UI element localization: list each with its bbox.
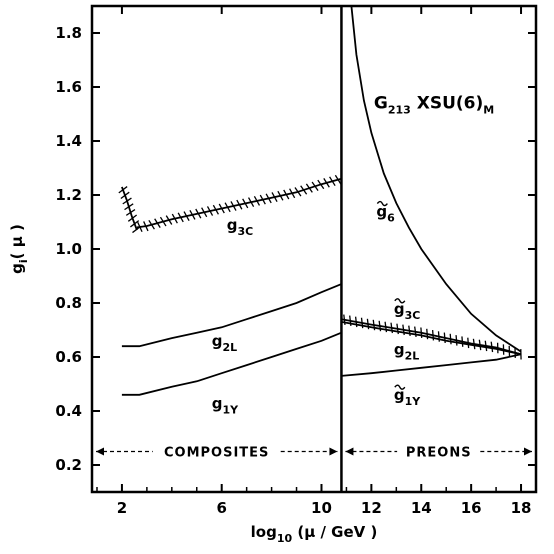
hatch-mark bbox=[289, 188, 296, 199]
hatch-mark bbox=[449, 333, 452, 345]
x-tick-label: 12 bbox=[361, 499, 382, 517]
hatch-mark bbox=[311, 181, 319, 191]
x-tick-label: 10 bbox=[311, 499, 332, 517]
hatch-mark bbox=[159, 216, 167, 227]
hatch-mark bbox=[305, 183, 313, 193]
x-tick-label: 18 bbox=[511, 499, 532, 517]
hatch-mark bbox=[124, 203, 134, 211]
curve-label-g1y: g1Y bbox=[212, 394, 239, 416]
hatch-mark bbox=[259, 194, 266, 205]
hatch-mark bbox=[177, 212, 184, 223]
y-tick-label: 1.4 bbox=[55, 132, 82, 150]
hatch-mark bbox=[323, 178, 330, 188]
hatch-mark bbox=[277, 190, 284, 201]
y-axis-title: gi( μ ) bbox=[8, 224, 30, 274]
x-axis-title: log10 (μ / GeV ) bbox=[251, 523, 378, 545]
hatch-mark bbox=[461, 336, 464, 347]
curve-label-g1y-tilde: g1Y bbox=[394, 386, 421, 408]
tilde-mark bbox=[376, 200, 388, 207]
hatch-mark bbox=[467, 337, 470, 349]
curve-label-g6-tilde: g6 bbox=[376, 203, 395, 225]
hatch-mark bbox=[329, 176, 336, 187]
hatch-mark bbox=[472, 338, 476, 350]
curves bbox=[118, 5, 522, 396]
y-tick-label: 0.8 bbox=[55, 294, 82, 312]
hatch-mark bbox=[132, 225, 142, 234]
hatch-mark bbox=[183, 211, 190, 221]
hatch-mark bbox=[165, 215, 173, 225]
y-tick-label: 0.4 bbox=[55, 402, 82, 420]
hatch-mark bbox=[236, 199, 243, 210]
hatch-mark bbox=[127, 214, 138, 222]
x-tick-label: 6 bbox=[216, 499, 226, 517]
hatch-mark bbox=[125, 209, 136, 216]
hatch-mark bbox=[478, 339, 482, 351]
curve-g1y bbox=[121, 331, 342, 396]
hatch-mark bbox=[118, 186, 128, 194]
arrowhead-left bbox=[96, 447, 104, 456]
hatch-mark bbox=[130, 220, 140, 228]
plot-frame bbox=[90, 4, 538, 494]
hatch-mark bbox=[122, 197, 132, 205]
y-tick-label: 1.8 bbox=[55, 24, 82, 42]
hatch-mark bbox=[230, 201, 237, 211]
tilde-mark bbox=[394, 384, 406, 390]
plot-border bbox=[90, 4, 538, 494]
region-label-preons: PREONS bbox=[406, 446, 472, 461]
hatch-mark bbox=[265, 193, 272, 204]
hatch-mark bbox=[253, 195, 261, 206]
hatch-mark bbox=[317, 179, 325, 190]
hatch-mark bbox=[455, 335, 458, 346]
curve-label-g2l-tilde: g2L bbox=[394, 340, 419, 362]
curve-g6-tilde bbox=[350, 5, 522, 353]
tilde-mark bbox=[394, 298, 406, 304]
hatch-mark bbox=[201, 207, 208, 218]
hatch-mark bbox=[171, 213, 178, 224]
hatch-mark bbox=[218, 203, 225, 214]
curve-g2l-tilde bbox=[341, 321, 522, 356]
y-tick-label: 1.0 bbox=[55, 240, 82, 258]
x-tick-label: 2 bbox=[117, 499, 127, 517]
x-tick-label: 14 bbox=[411, 499, 432, 517]
hatch-mark bbox=[300, 185, 308, 195]
arrowhead-left bbox=[345, 447, 354, 456]
hatch-mark bbox=[189, 209, 196, 220]
y-tick-label: 0.2 bbox=[55, 456, 82, 474]
axis-ticks: 0.2 0.4 0.6 0.8 1.0 1.2 1.4 1.6 1.8 2 6 10 12 14 16 18 bbox=[55, 6, 536, 517]
hatch-mark bbox=[206, 206, 214, 216]
arrowhead-right bbox=[524, 447, 532, 456]
x-tick-label: 16 bbox=[461, 499, 482, 517]
hatch-mark bbox=[247, 197, 255, 208]
hatch-mark bbox=[143, 221, 149, 232]
curve-g2l bbox=[121, 283, 342, 348]
annotations: log10 (μ / GeV ) gi( μ ) G213 XSU(6)M g3C g2… bbox=[8, 94, 532, 545]
curve-label-g3c: g3C bbox=[227, 216, 253, 238]
hatch-mark bbox=[154, 218, 161, 228]
hatch-mark bbox=[294, 187, 302, 197]
hatch-mark bbox=[271, 192, 278, 202]
y-tick-label: 1.2 bbox=[55, 186, 82, 204]
region-label-composites: COMPOSITES bbox=[164, 446, 269, 461]
hatch-mark bbox=[334, 174, 342, 185]
hatch-mark bbox=[484, 340, 488, 352]
hatch-mark bbox=[224, 202, 231, 213]
hatch-mark bbox=[120, 191, 130, 200]
hatch-mark bbox=[283, 189, 290, 200]
chart-title: G213 XSU(6)M bbox=[374, 94, 494, 117]
arrowhead-right bbox=[329, 447, 338, 456]
hatch-mark bbox=[490, 341, 494, 353]
y-tick-label: 0.6 bbox=[55, 348, 82, 366]
curve-g1y-tilde bbox=[341, 353, 522, 377]
curve-label-g2l: g2L bbox=[212, 332, 237, 354]
hatch-mark bbox=[195, 208, 202, 219]
y-tick-label: 1.6 bbox=[55, 78, 82, 96]
curve-label-g3c-tilde: g3C bbox=[394, 300, 420, 322]
hatch-mark bbox=[148, 219, 155, 230]
hatch-mark bbox=[242, 198, 249, 209]
hatch-mark bbox=[212, 204, 219, 215]
